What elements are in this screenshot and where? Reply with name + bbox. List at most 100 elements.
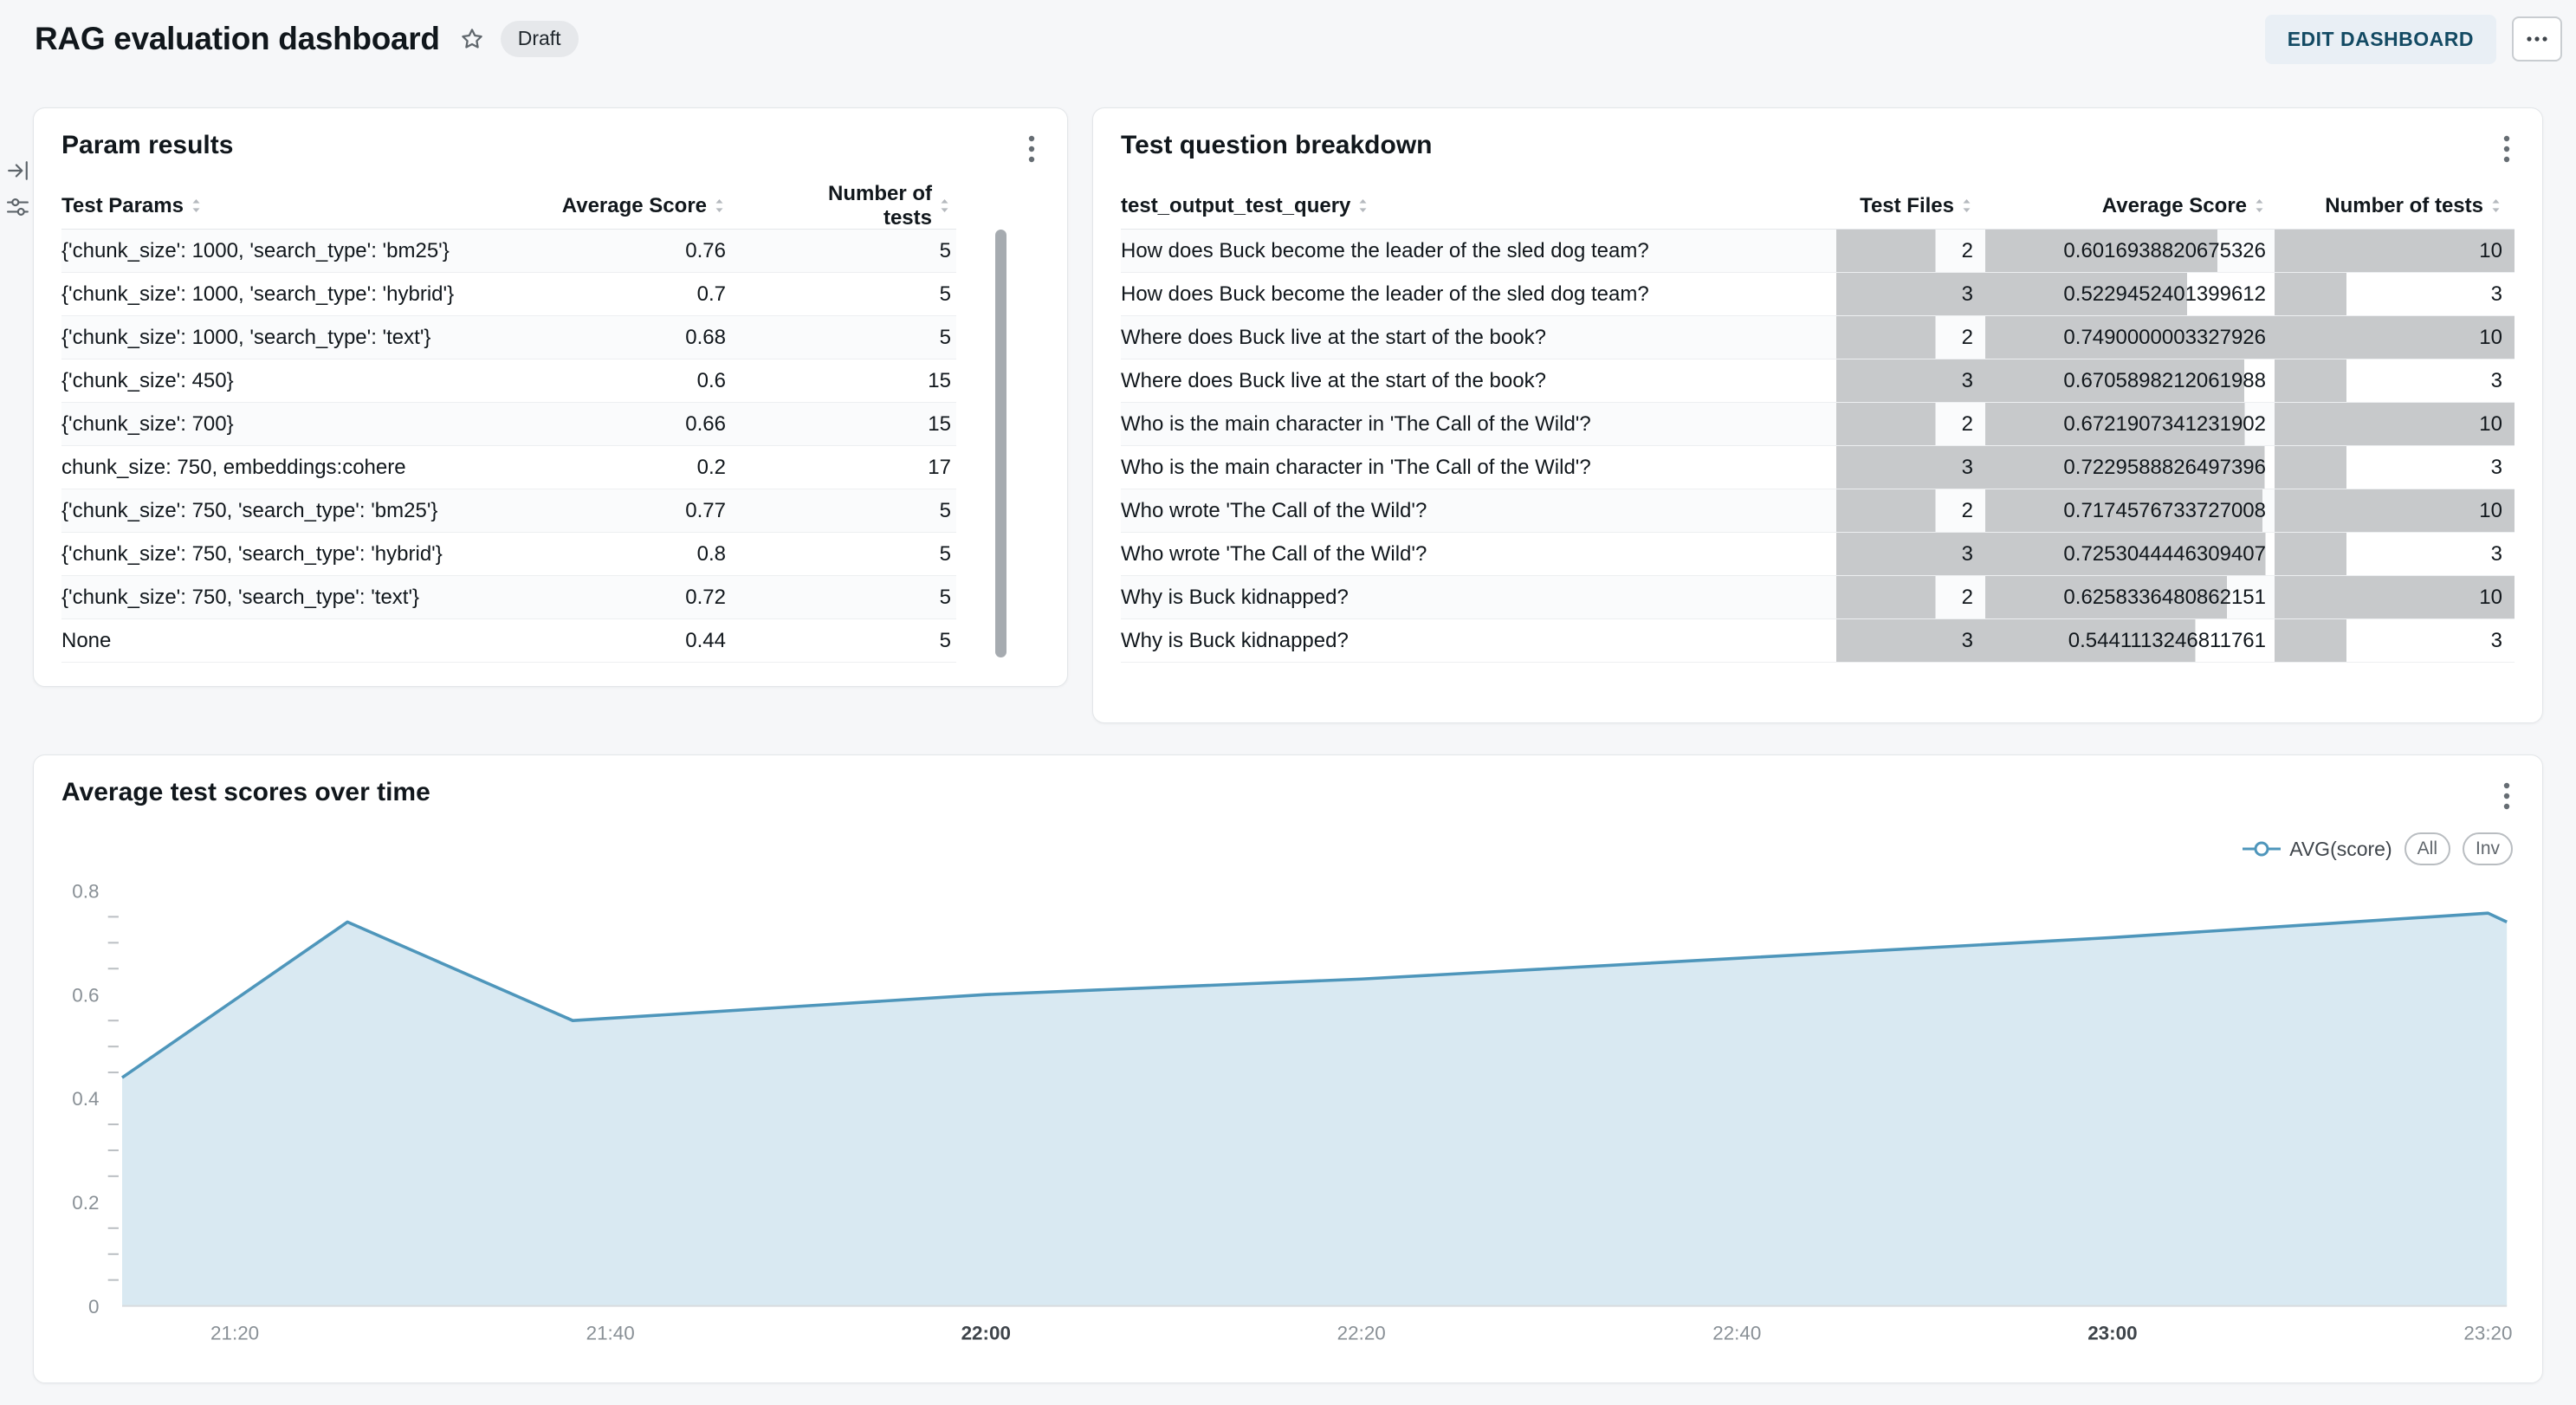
column-header[interactable]: Number of tests [2275,194,2515,218]
cell-average-score: 0.44 [685,628,726,652]
svg-text:0.4: 0.4 [72,1088,99,1110]
sort-icon [1359,199,1367,212]
cell-average-score: 0.6 [696,368,726,392]
dashboard-header: RAG evaluation dashboard Draft EDIT DASH… [0,0,2576,107]
column-header[interactable]: Average Score [527,194,774,218]
svg-text:22:20: 22:20 [1337,1322,1386,1343]
table-row[interactable]: How does Buck become the leader of the s… [1121,230,2515,273]
cell-test-params: {'chunk_size': 450} [61,368,234,392]
svg-text:22:00: 22:00 [961,1322,1011,1343]
legend-inv-button[interactable]: Inv [2462,832,2513,865]
svg-text:21:20: 21:20 [210,1322,259,1343]
table-row[interactable]: {'chunk_size': 700} 0.66 15 [61,403,956,446]
cell-test-files: 3 [1836,533,1985,575]
legend-all-button[interactable]: All [2404,832,2450,865]
cell-average-score: 0.5441113246811761 [1985,619,2275,662]
svg-text:23:20: 23:20 [2463,1322,2512,1343]
table-row[interactable]: {'chunk_size': 750, 'search_type': 'bm25… [61,489,956,533]
table-row[interactable]: {'chunk_size': 450} 0.6 15 [61,359,956,403]
cell-test-params: {'chunk_size': 700} [61,411,234,436]
cell-number-of-tests: 5 [939,282,951,306]
cell-average-score: 0.7 [696,282,726,306]
favorite-star-icon[interactable] [459,26,485,52]
svg-text:0.2: 0.2 [72,1192,99,1214]
cell-average-score: 0.6016938820675326 [1985,230,2275,272]
cell-average-score: 0.66 [685,411,726,436]
table-row[interactable]: Who is the main character in 'The Call o… [1121,446,2515,489]
chart-legend: AVG(score) All Inv [34,830,2542,868]
cell-query: Who is the main character in 'The Call o… [1121,411,1591,436]
chart-title: Average test scores over time [61,778,430,806]
table-row[interactable]: {'chunk_size': 750, 'search_type': 'hybr… [61,533,956,576]
cell-number-of-tests: 3 [2275,273,2515,315]
table-row[interactable]: Where does Buck live at the start of the… [1121,359,2515,403]
cell-number-of-tests: 10 [2275,230,2515,272]
table-row[interactable]: Who wrote 'The Call of the Wild'? 3 0.7253… [1121,533,2515,576]
kebab-menu-icon[interactable] [1022,131,1041,167]
param-results-body: {'chunk_size': 1000, 'search_type': 'bm2… [61,230,956,663]
cell-average-score: 0.7229588826497396 [1985,446,2275,489]
table-row[interactable]: None 0.44 5 [61,619,956,663]
kebab-menu-icon[interactable] [2497,131,2516,167]
page-title: RAG evaluation dashboard [35,21,440,56]
column-header[interactable]: Average Score [1985,194,2275,218]
table-row[interactable]: {'chunk_size': 1000, 'search_type': 'tex… [61,316,956,359]
cell-average-score: 0.6721907341231902 [1985,403,2275,445]
column-header[interactable]: test_output_test_query [1121,194,1836,218]
kebab-menu-icon[interactable] [2497,778,2516,814]
cell-number-of-tests: 5 [939,498,951,522]
expand-panel-icon[interactable] [7,159,29,182]
cell-test-params: {'chunk_size': 750, 'search_type': 'bm25… [61,498,438,522]
cell-number-of-tests: 3 [2275,533,2515,575]
table-row[interactable]: Why is Buck kidnapped? 3 0.544111324681176… [1121,619,2515,663]
svg-text:21:40: 21:40 [586,1322,635,1343]
question-breakdown-body: How does Buck become the leader of the s… [1121,230,2515,663]
cell-test-params: chunk_size: 750, embeddings:cohere [61,455,406,479]
svg-text:0.8: 0.8 [72,881,99,903]
dashboard-canvas: Param results Test Params Average Score Nu… [0,107,2576,1383]
filter-controls-icon[interactable] [7,196,29,218]
cell-query: How does Buck become the leader of the s… [1121,238,1649,262]
sort-icon [1963,199,1971,212]
cell-number-of-tests: 15 [928,368,951,392]
cell-test-params: {'chunk_size': 750, 'search_type': 'text… [61,585,420,609]
line-marker-icon [2243,841,2282,857]
ellipsis-icon [2527,36,2547,42]
cell-number-of-tests: 15 [928,411,951,436]
cell-average-score: 0.6705898212061988 [1985,359,2275,402]
column-header[interactable]: Test Params [61,194,527,218]
cell-test-files: 2 [1836,489,1985,532]
column-header[interactable]: Test Files [1836,194,1985,218]
table-row[interactable]: Where does Buck live at the start of the… [1121,316,2515,359]
table-row[interactable]: {'chunk_size': 750, 'search_type': 'text… [61,576,956,619]
cell-number-of-tests: 5 [939,541,951,566]
table-scrollbar[interactable] [995,230,1006,657]
cell-query: How does Buck become the leader of the s… [1121,282,1649,306]
cell-average-score: 0.7174576733727008 [1985,489,2275,532]
table-row[interactable]: How does Buck become the leader of the s… [1121,273,2515,316]
table-row[interactable]: {'chunk_size': 1000, 'search_type': 'hyb… [61,273,956,316]
edit-dashboard-button[interactable]: EDIT DASHBOARD [2264,14,2496,64]
cell-test-files: 3 [1836,446,1985,489]
cell-number-of-tests: 10 [2275,316,2515,359]
cell-test-files: 3 [1836,273,1985,315]
cell-test-params: None [61,628,112,652]
table-row[interactable]: chunk_size: 750, embeddings:cohere 0.2 17 [61,446,956,489]
table-row[interactable]: Who is the main character in 'The Call o… [1121,403,2515,446]
sort-icon [192,199,200,212]
column-header[interactable]: Number of tests [774,182,956,230]
cell-average-score: 0.77 [685,498,726,522]
cell-query: Why is Buck kidnapped? [1121,628,1349,652]
more-options-button[interactable] [2512,16,2562,62]
cell-test-files: 2 [1836,576,1985,618]
cell-query: Why is Buck kidnapped? [1121,585,1349,609]
cell-test-files: 2 [1836,230,1985,272]
table-row[interactable]: {'chunk_size': 1000, 'search_type': 'bm2… [61,230,956,273]
sort-icon [941,199,948,212]
cell-number-of-tests: 5 [939,238,951,262]
cell-query: Who wrote 'The Call of the Wild'? [1121,541,1427,566]
cell-test-files: 3 [1836,359,1985,402]
table-row[interactable]: Why is Buck kidnapped? 2 0.625833648086215… [1121,576,2515,619]
legend-avg-score[interactable]: AVG(score) [2243,838,2392,861]
table-row[interactable]: Who wrote 'The Call of the Wild'? 2 0.7174… [1121,489,2515,533]
